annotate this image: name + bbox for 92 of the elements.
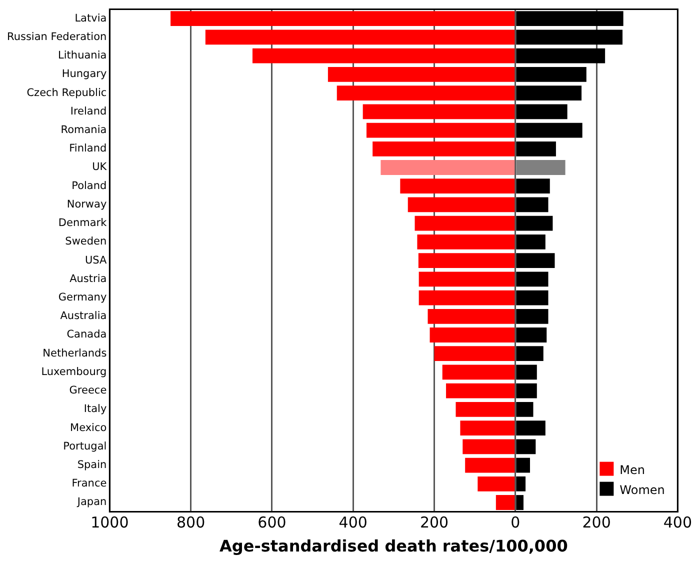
x-tick-label: 400: [338, 514, 368, 532]
bar: [380, 160, 515, 175]
bar: [414, 216, 515, 231]
y-tick-label: Lithuania: [58, 50, 107, 62]
y-tick-label: Italy: [84, 403, 107, 416]
y-tick-label: Canada: [66, 328, 107, 341]
bar: [478, 476, 515, 492]
x-tick-label: 200: [420, 514, 449, 532]
bar: [516, 197, 548, 212]
x-tick-label: 400: [663, 514, 692, 532]
y-tick-label: Czech Republic: [26, 86, 107, 99]
y-tick-label: USA: [84, 254, 108, 266]
bar: [430, 328, 515, 342]
bar: [366, 122, 515, 138]
y-tick-label: UK: [92, 161, 108, 174]
x-tick-label: 600: [258, 514, 286, 532]
bar: [516, 104, 568, 120]
y-tick-label: Germany: [58, 292, 107, 304]
bar: [516, 402, 534, 417]
bar: [516, 476, 526, 492]
bar: [465, 458, 515, 473]
x-tick-label: 800: [176, 514, 206, 532]
bar: [362, 104, 515, 120]
y-tick-label: Latvia: [74, 12, 107, 24]
bar: [516, 308, 548, 324]
bar: [516, 141, 556, 156]
y-tick-label: Mexico: [70, 422, 107, 434]
bar: [516, 346, 544, 362]
y-tick-label: Australia: [60, 310, 107, 322]
x-axis-title: Age-standardised death rates/100,000: [220, 536, 568, 556]
bar: [516, 420, 546, 436]
bar: [418, 253, 515, 268]
y-tick-label: Netherlands: [42, 347, 107, 360]
y-tick-label: Poland: [72, 180, 107, 192]
bar: [516, 66, 586, 82]
y-tick-label: Japan: [76, 496, 107, 508]
y-tick-label: Sweden: [65, 236, 107, 248]
bar: [516, 495, 524, 510]
bar: [516, 439, 536, 454]
bar: [456, 402, 515, 417]
y-tick-label: Luxembourg: [41, 366, 107, 378]
bar: [516, 383, 537, 398]
y-tick-label: Romania: [60, 124, 107, 136]
y-tick-label: Hungary: [62, 68, 107, 80]
bar: [460, 420, 515, 436]
bar: [516, 122, 582, 138]
y-tick-label: Norway: [66, 198, 107, 210]
bar: [516, 253, 555, 268]
y-tick-label: Denmark: [58, 217, 108, 230]
bar: [516, 160, 566, 175]
bar: [372, 141, 515, 156]
x-tick-label: 1000: [90, 514, 129, 532]
bar: [516, 30, 623, 45]
bar: [336, 86, 515, 100]
bar: [252, 48, 515, 64]
bar: [516, 234, 546, 250]
y-tick-label: Finland: [69, 142, 107, 155]
y-tick-label: Portugal: [63, 440, 107, 452]
bar: [418, 272, 515, 287]
y-tick-label: Russian Federation: [6, 30, 107, 43]
legend-label: Men: [620, 462, 646, 477]
bar: [428, 308, 515, 324]
y-tick-label: Austria: [70, 272, 107, 285]
bar: [516, 86, 582, 100]
bar: [516, 48, 606, 64]
x-tick-label: 0: [510, 514, 520, 532]
bar: [400, 178, 515, 194]
bar: [516, 216, 553, 231]
bar: [418, 290, 515, 306]
y-tick-label: Ireland: [70, 105, 107, 118]
bar: [442, 364, 515, 380]
bar: [516, 290, 548, 306]
bar: [328, 66, 515, 82]
y-tick-label: France: [72, 478, 107, 490]
bar: [170, 11, 515, 26]
y-tick-label: Greece: [69, 384, 107, 397]
bar: [516, 458, 530, 473]
bar: [446, 383, 515, 398]
bar: [205, 30, 515, 45]
y-tick-label: Spain: [77, 459, 107, 472]
bar: [516, 364, 537, 380]
bar: [408, 197, 515, 212]
bar: [496, 495, 515, 510]
bar: [462, 439, 515, 454]
legend-label: Women: [620, 482, 665, 497]
bar: [516, 11, 624, 26]
bar: [516, 178, 550, 194]
bar: [516, 272, 548, 287]
bar: [417, 234, 515, 250]
x-tick-label: 200: [582, 514, 611, 532]
bar: [516, 328, 547, 342]
bar: [434, 346, 515, 362]
